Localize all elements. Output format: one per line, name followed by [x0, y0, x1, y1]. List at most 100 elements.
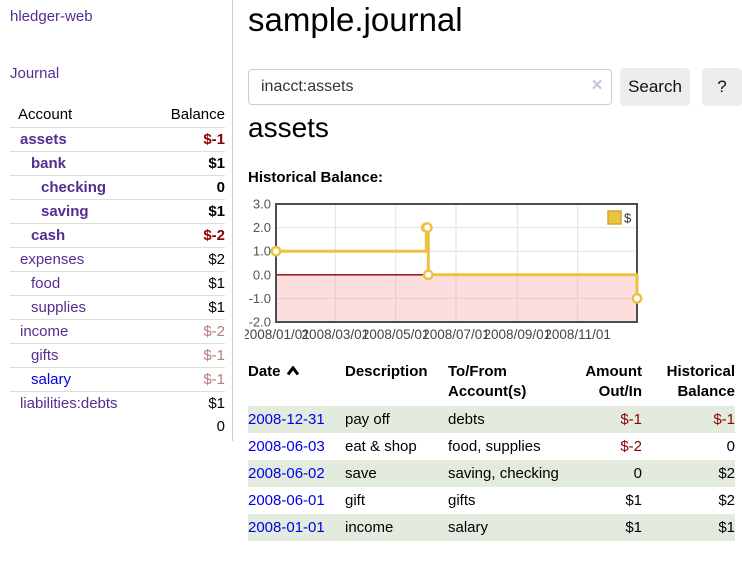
search-input[interactable] [248, 69, 612, 105]
accounts-table: Account Balance assets $-1 bank $1 checking 0… [10, 103, 225, 438]
transactions-header-row: Date Description To/From Account(s) Amou… [248, 360, 735, 406]
accounts-table-header: Account Balance [10, 103, 225, 128]
search-button[interactable]: Search [620, 68, 690, 106]
transaction-description: gift [345, 492, 366, 509]
help-button[interactable]: ? [702, 68, 742, 106]
transaction-balance: $2 [718, 492, 735, 509]
svg-text:1.0: 1.0 [253, 244, 271, 259]
transaction-description: pay off [345, 411, 390, 428]
transaction-accounts: saving, checking [448, 465, 559, 482]
transaction-date-link[interactable]: 2008-06-01 [248, 492, 325, 509]
header-date[interactable]: Date [248, 360, 345, 406]
transaction-row: 2008-01-01 income salary $1 $1 [248, 514, 735, 541]
svg-text:2008/11/01: 2008/11/01 [544, 327, 611, 342]
accounts-header-account: Account [10, 103, 147, 128]
chart-canvas: 3.0 2.0 1.0 0.0 -1.0 -2.02008/01/012008/03/01… [242, 197, 643, 342]
accounts-header-balance: Balance [146, 103, 225, 128]
transaction-description: income [345, 519, 394, 536]
transaction-description: eat & shop [345, 438, 417, 455]
transaction-row: 2008-06-01 gift gifts $1 $2 [248, 487, 735, 514]
svg-text:2008/03/01: 2008/03/01 [302, 327, 370, 342]
transaction-date-link[interactable]: 2008-06-03 [248, 438, 325, 455]
app-title-link[interactable]: hledger-web [10, 8, 93, 25]
svg-text:2008/09/01: 2008/09/01 [484, 327, 552, 342]
transactions-table: Date Description To/From Account(s) Amou… [248, 360, 735, 541]
sidebar-account-link[interactable]: assets [20, 131, 67, 148]
sidebar-account-link[interactable]: salary [31, 371, 72, 388]
transaction-balance: $-1 [713, 411, 735, 428]
transaction-row: 2008-06-03 eat & shop food, supplies $-2 0 [248, 433, 735, 460]
account-row: assets $-1 [10, 128, 225, 152]
account-row: bank $1 [10, 151, 225, 176]
account-balance: $1 [208, 275, 225, 292]
main-content: sample.journal × Search ? assets Histori… [248, 0, 742, 582]
account-balance: $1 [208, 395, 225, 412]
account-balance: $-1 [203, 131, 225, 148]
transaction-date-link[interactable]: 2008-06-02 [248, 465, 325, 482]
svg-text:2008/05/01: 2008/05/01 [362, 327, 430, 342]
account-balance: $-2 [203, 227, 225, 244]
sidebar-account-link[interactable]: bank [31, 155, 67, 172]
sidebar-account-link[interactable]: cash [31, 227, 66, 244]
sidebar-item-journal[interactable]: Journal [10, 65, 60, 82]
historical-balance-chart: 3.0 2.0 1.0 0.0 -1.0 -2.0 2008/01/01 2008/03/01… [242, 197, 742, 351]
accounts-total-value: 0 [216, 418, 225, 435]
transaction-accounts: gifts [448, 492, 476, 509]
sidebar-account-link[interactable]: food [31, 275, 61, 292]
account-row: food $1 [10, 271, 225, 296]
sidebar-account-link[interactable]: saving [41, 203, 89, 220]
account-balance: 0 [216, 179, 225, 196]
page-title: sample.journal [248, 1, 463, 38]
transaction-date-link[interactable]: 2008-01-01 [248, 519, 325, 536]
transaction-amount: $1 [625, 492, 642, 509]
accounts-total-row: 0 [10, 415, 225, 438]
sidebar-account-link[interactable]: expenses [20, 251, 85, 268]
svg-text:2008/07/01: 2008/07/01 [422, 327, 490, 342]
transaction-amount: 0 [633, 465, 642, 482]
transaction-description: save [345, 465, 377, 482]
account-balance: $1 [208, 299, 225, 316]
account-row: saving $1 [10, 199, 225, 224]
transaction-accounts: debts [448, 411, 485, 428]
account-row: gifts $-1 [10, 343, 225, 368]
svg-text:2008/01/01: 2008/01/01 [245, 327, 310, 342]
svg-text:0.0: 0.0 [253, 267, 271, 282]
header-description: Description [345, 363, 428, 380]
account-row: income $-2 [10, 319, 225, 344]
account-row: liabilities:debts $1 [10, 391, 225, 416]
sidebar-account-link[interactable]: liabilities:debts [20, 395, 118, 412]
sidebar-account-link[interactable]: checking [41, 179, 107, 196]
transaction-row: 2008-06-02 save saving, checking 0 $2 [248, 460, 735, 487]
transaction-row: 2008-12-31 pay off debts $-1 $-1 [248, 406, 735, 433]
svg-text:$: $ [624, 211, 632, 226]
account-row: cash $-2 [10, 223, 225, 248]
header-accounts: To/From Account(s) [448, 363, 527, 400]
sidebar-account-link[interactable]: supplies [31, 299, 87, 316]
transaction-balance: 0 [726, 438, 735, 455]
svg-text:-2.0: -2.0 [249, 315, 271, 330]
sort-ascending-icon [286, 366, 299, 376]
account-row: expenses $2 [10, 247, 225, 272]
transaction-amount: $-1 [620, 411, 642, 428]
svg-text:2.0: 2.0 [253, 220, 271, 235]
search-bar: × Search ? [248, 68, 742, 106]
account-row: salary $-1 [10, 367, 225, 392]
header-balance: Historical Balance [666, 363, 735, 400]
transaction-date-link[interactable]: 2008-12-31 [248, 411, 325, 428]
account-heading: assets [248, 112, 329, 143]
sidebar: hledger-web Journal Account Balance asse… [0, 0, 233, 441]
svg-text:-1.0: -1.0 [249, 291, 271, 306]
sidebar-account-link[interactable]: gifts [31, 347, 59, 364]
transaction-accounts: food, supplies [448, 438, 541, 455]
account-row: checking 0 [10, 175, 225, 200]
transaction-balance: $1 [718, 519, 735, 536]
transaction-balance: $2 [718, 465, 735, 482]
transaction-amount: $1 [625, 519, 642, 536]
clear-search-icon[interactable]: × [591, 75, 603, 96]
account-balance: $1 [208, 155, 225, 172]
transaction-accounts: salary [448, 519, 489, 536]
account-balance: $-2 [203, 323, 225, 340]
sidebar-account-link[interactable]: income [20, 323, 69, 340]
svg-text:3.0: 3.0 [253, 199, 271, 212]
account-balance: $2 [208, 251, 225, 268]
